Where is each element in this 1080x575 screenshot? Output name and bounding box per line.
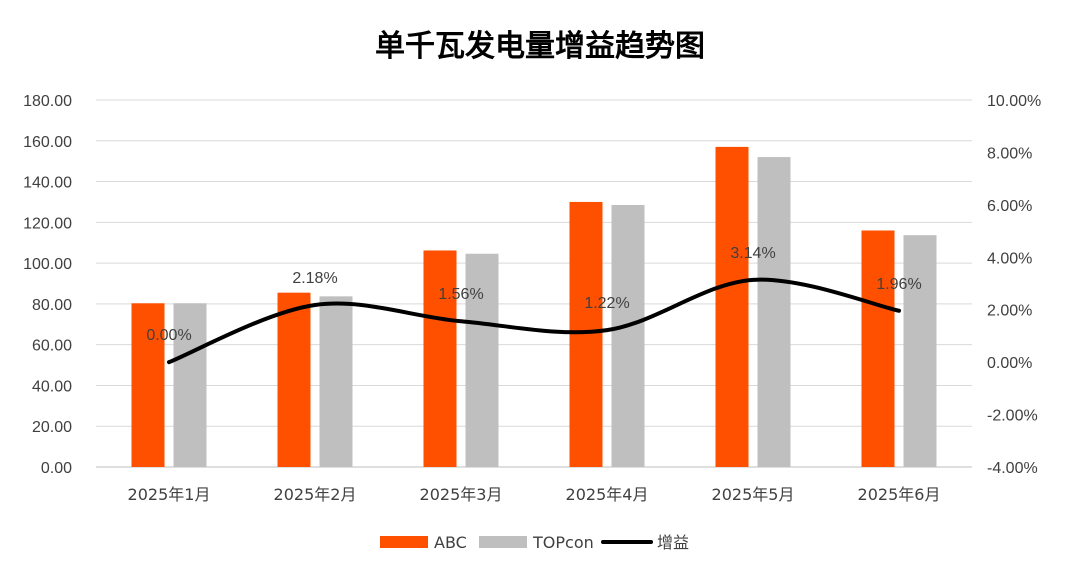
y-right-tick-label: 4.00% (987, 250, 1032, 267)
bar-abc (861, 230, 895, 467)
y-left-tick-label: 100.00 (23, 256, 72, 273)
bar-topcon (611, 205, 645, 467)
legend-label: 增益 (657, 533, 689, 552)
gain-data-label: 3.14% (730, 245, 775, 262)
x-tick-label: 2025年3月 (420, 485, 503, 504)
data-labels: 0.00% 2.18% 1.56% 1.22% 3.14% 1.96% (146, 245, 921, 344)
gain-data-label: 0.00% (146, 327, 191, 344)
gain-line-path (167, 277, 901, 365)
x-axis: 2025年1月 2025年2月 2025年3月 2025年4月 2025年5月 2025年… (128, 485, 941, 504)
bar-abc (423, 250, 457, 467)
y-right-tick-label: 0.00% (987, 355, 1032, 372)
y-left-tick-label: 120.00 (23, 215, 72, 232)
y-left-tick-label: 20.00 (32, 419, 72, 436)
chart-title: 单千瓦发电量增益趋势图 (375, 29, 705, 64)
legend-swatch-abc (380, 536, 428, 548)
y-left-tick-label: 180.00 (23, 93, 72, 110)
bar-topcon (465, 253, 499, 467)
bar-topcon (173, 303, 207, 467)
legend-swatch-topcon (479, 536, 527, 548)
y-right-tick-label: -4.00% (987, 460, 1038, 477)
bar-abc (277, 292, 311, 467)
y-left-tick-label: 160.00 (23, 134, 72, 151)
bar-topcon (319, 296, 353, 467)
y-left-tick-label: 140.00 (23, 175, 72, 192)
bar-abc (131, 303, 165, 467)
y-axis-left: 0.00 20.00 40.00 60.00 80.00 100.00 120.00 140.… (23, 93, 72, 477)
gain-data-label: 1.96% (876, 276, 921, 293)
bar-abc (715, 146, 749, 467)
gain-data-label: 1.56% (438, 286, 483, 303)
y-left-tick-label: 80.00 (32, 297, 72, 314)
x-tick-label: 2025年1月 (128, 485, 211, 504)
bar-abc (569, 201, 603, 467)
bar-topcon (757, 157, 791, 468)
legend: ABC TOPcon 增益 (380, 533, 689, 552)
x-tick-label: 2025年4月 (566, 485, 649, 504)
bar-topcon (903, 235, 937, 467)
y-right-tick-label: 2.00% (987, 303, 1032, 320)
bars (131, 146, 937, 468)
gain-data-label: 2.18% (292, 270, 337, 287)
y-right-tick-label: 8.00% (987, 145, 1032, 162)
x-tick-label: 2025年2月 (274, 485, 357, 504)
y-axis-right: -4.00% -2.00% 0.00% 2.00% 4.00% 6.00% 8.00% 10.… (987, 93, 1041, 477)
legend-label: ABC (434, 533, 467, 552)
gain-data-label: 1.22% (584, 295, 629, 312)
y-right-tick-label: 10.00% (987, 93, 1041, 110)
gain-line (167, 277, 901, 365)
y-left-tick-label: 0.00 (41, 460, 72, 477)
legend-label: TOPcon (532, 533, 594, 552)
y-left-tick-label: 60.00 (32, 338, 72, 355)
y-right-tick-label: 6.00% (987, 198, 1032, 215)
x-tick-label: 2025年6月 (858, 485, 941, 504)
y-left-tick-label: 40.00 (32, 378, 72, 395)
y-right-tick-label: -2.00% (987, 408, 1038, 425)
gridlines (96, 99, 972, 468)
x-tick-label: 2025年5月 (712, 485, 795, 504)
